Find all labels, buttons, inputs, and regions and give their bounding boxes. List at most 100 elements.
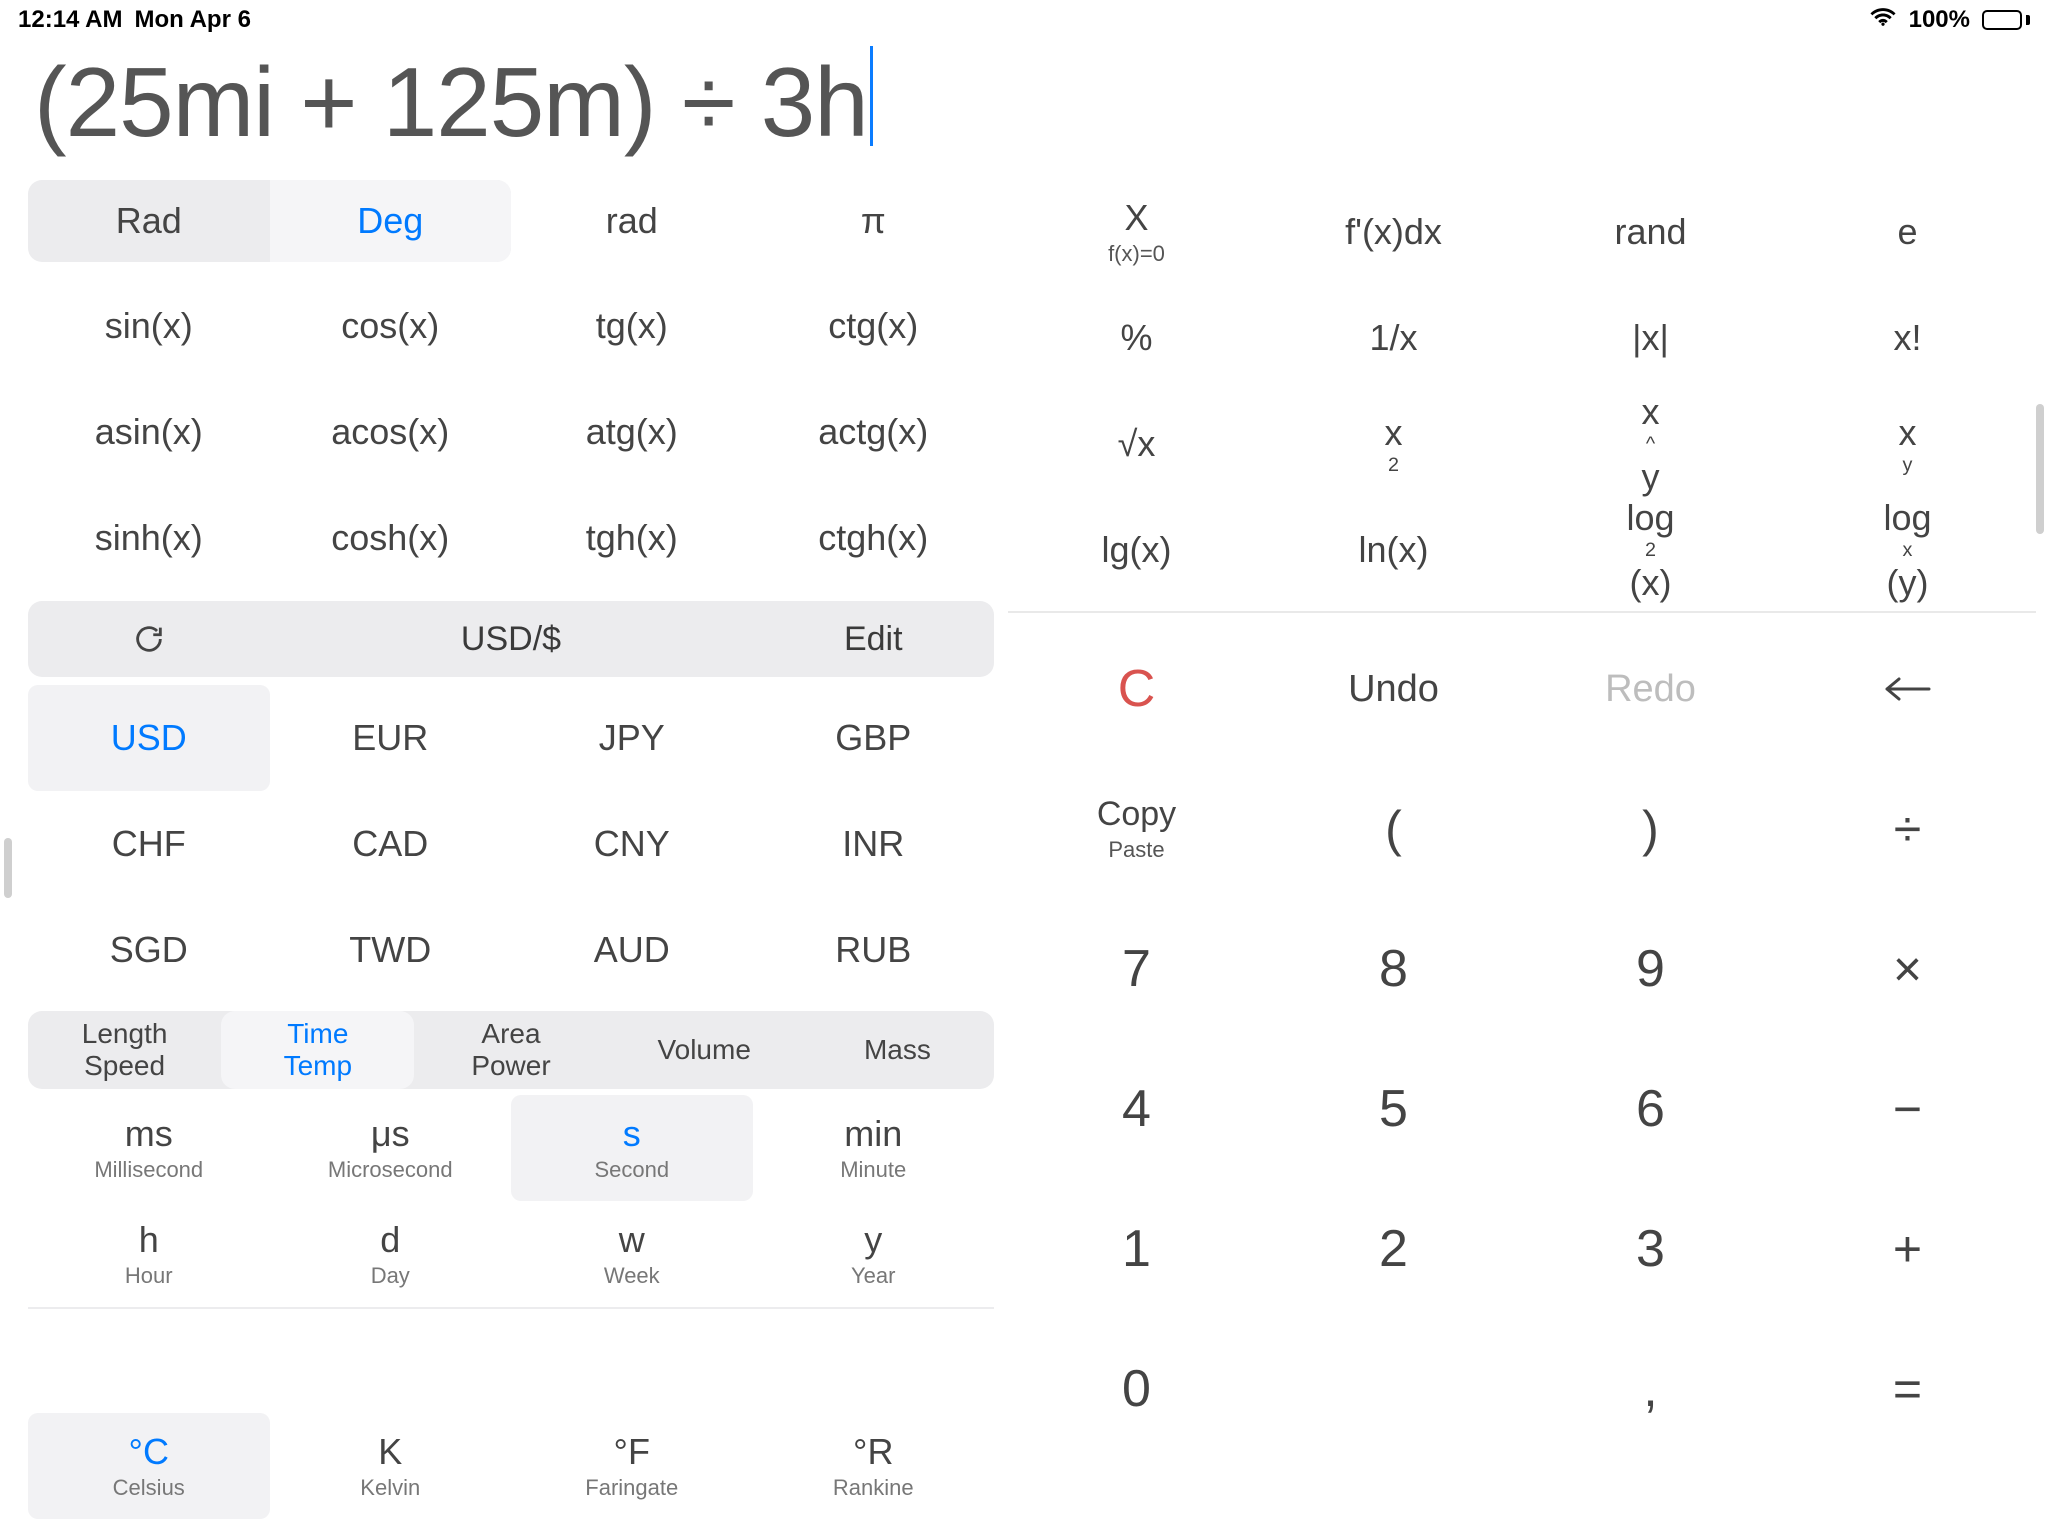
unit-tab-length[interactable]: LengthSpeed: [28, 1011, 221, 1089]
currency-aud[interactable]: AUD: [511, 897, 753, 1003]
minus-button[interactable]: −: [1779, 1039, 2036, 1179]
angle-mode-rad[interactable]: Rad: [28, 180, 270, 262]
text-cursor: [870, 46, 873, 146]
digit-7[interactable]: 7: [1008, 899, 1265, 1039]
unit-hour[interactable]: hHour: [28, 1201, 270, 1307]
x-button[interactable]: xy: [1779, 391, 2036, 497]
unit-week[interactable]: wWeek: [511, 1201, 753, 1307]
digit-2[interactable]: 2: [1265, 1179, 1522, 1319]
lgx-button[interactable]: lg(x): [1008, 497, 1265, 603]
digit-5[interactable]: 5: [1265, 1039, 1522, 1179]
x-button[interactable]: √x: [1008, 391, 1265, 497]
currency-jpy[interactable]: JPY: [511, 685, 753, 791]
acosx-button[interactable]: acos(x): [270, 379, 512, 485]
x-button[interactable]: |x|: [1522, 285, 1779, 391]
unit-tab-volume[interactable]: Volume: [608, 1011, 801, 1089]
e-button[interactable]: e: [1779, 179, 2036, 285]
digit-4[interactable]: 4: [1008, 1039, 1265, 1179]
unit-day[interactable]: dDay: [270, 1201, 512, 1307]
equals-button[interactable]: =: [1779, 1319, 2036, 1459]
expression-area[interactable]: (25mi + 125m) ÷ 3h: [0, 36, 2048, 179]
currency-inr[interactable]: INR: [753, 791, 995, 897]
currency-gbp[interactable]: GBP: [753, 685, 995, 791]
copy-paste-button[interactable]: CopyPaste: [1008, 759, 1265, 899]
redo-button[interactable]: Redo: [1522, 619, 1779, 759]
lnx-button[interactable]: ln(x): [1265, 497, 1522, 603]
x-button[interactable]: Xf(x)=0: [1008, 179, 1265, 285]
actgx-button[interactable]: actg(x): [753, 379, 995, 485]
ctghx-button[interactable]: ctgh(x): [753, 485, 995, 591]
battery-percentage: 100%: [1909, 6, 1970, 34]
currency-rub[interactable]: RUB: [753, 897, 995, 1003]
digit-8[interactable]: 8: [1265, 899, 1522, 1039]
xy-button[interactable]: x^y: [1522, 391, 1779, 497]
multiply-button[interactable]: ×: [1779, 899, 2036, 1039]
tghx-button[interactable]: tgh(x): [511, 485, 753, 591]
ctgx-button[interactable]: ctg(x): [753, 273, 995, 379]
plus-button[interactable]: +: [1779, 1179, 2036, 1319]
blank-cell: [1265, 1319, 1522, 1459]
unit-millisecond[interactable]: msMillisecond: [28, 1095, 270, 1201]
scrollbar-left[interactable]: [4, 838, 12, 898]
currency-grid: USDEURJPYGBP CHFCADCNYINR SGDTWDAUDRUB: [28, 685, 994, 1003]
asinx-button[interactable]: asin(x): [28, 379, 270, 485]
digit-6[interactable]: 6: [1522, 1039, 1779, 1179]
currency-refresh-button[interactable]: [28, 601, 270, 677]
atgx-button[interactable]: atg(x): [511, 379, 753, 485]
decimal-button[interactable]: ,: [1522, 1319, 1779, 1459]
open-paren-button[interactable]: (: [1265, 759, 1522, 899]
logx-button[interactable]: log2(x): [1522, 497, 1779, 603]
unit-minute[interactable]: minMinute: [753, 1095, 995, 1201]
logy-button[interactable]: logx(y): [1779, 497, 2036, 603]
divide-button[interactable]: ÷: [1779, 759, 2036, 899]
scrollbar-right[interactable]: [2036, 404, 2044, 534]
pi-button[interactable]: π: [753, 180, 995, 262]
digit-3[interactable]: 3: [1522, 1179, 1779, 1319]
close-paren-button[interactable]: ): [1522, 759, 1779, 899]
angle-mode-segmented: Rad Deg: [28, 180, 511, 262]
to-rad-button[interactable]: rad: [511, 180, 753, 262]
unit-tab-area[interactable]: AreaPower: [414, 1011, 607, 1089]
x-button[interactable]: x!: [1779, 285, 2036, 391]
expression-text: (25mi + 125m) ÷ 3h: [34, 46, 868, 159]
unit-faringate[interactable]: °FFaringate: [511, 1413, 753, 1519]
unit-kelvin[interactable]: KKelvin: [270, 1413, 512, 1519]
refresh-icon: [132, 622, 166, 656]
tgx-button[interactable]: tg(x): [511, 273, 753, 379]
x-button[interactable]: x2: [1265, 391, 1522, 497]
unit-second[interactable]: sSecond: [511, 1095, 753, 1201]
cosx-button[interactable]: cos(x): [270, 273, 512, 379]
digit-9[interactable]: 9: [1522, 899, 1779, 1039]
clear-button[interactable]: C: [1008, 619, 1265, 759]
currency-usd[interactable]: USD: [28, 685, 270, 791]
unit-celsius[interactable]: °CCelsius: [28, 1413, 270, 1519]
currency-twd[interactable]: TWD: [270, 897, 512, 1003]
sinx-button[interactable]: sin(x): [28, 273, 270, 379]
-button[interactable]: %: [1008, 285, 1265, 391]
fxdx-button[interactable]: f'(x)dx: [1265, 179, 1522, 285]
rand-button[interactable]: rand: [1522, 179, 1779, 285]
unit-tab-time[interactable]: TimeTemp: [221, 1011, 414, 1089]
coshx-button[interactable]: cosh(x): [270, 485, 512, 591]
currency-edit-button[interactable]: Edit: [753, 601, 995, 677]
digit-1[interactable]: 1: [1008, 1179, 1265, 1319]
currency-cny[interactable]: CNY: [511, 791, 753, 897]
unit-rankine[interactable]: °RRankine: [753, 1413, 995, 1519]
currency-chf[interactable]: CHF: [28, 791, 270, 897]
backspace-icon: [1885, 675, 1931, 703]
unit-microsecond[interactable]: μsMicrosecond: [270, 1095, 512, 1201]
digit-0[interactable]: 0: [1008, 1319, 1265, 1459]
unit-year[interactable]: yYear: [753, 1201, 995, 1307]
currency-base-label[interactable]: USD/$: [270, 601, 753, 677]
sinhx-button[interactable]: sinh(x): [28, 485, 270, 591]
undo-button[interactable]: Undo: [1265, 619, 1522, 759]
unit-category-tabs: LengthSpeedTimeTempAreaPowerVolumeMass: [28, 1011, 994, 1089]
1x-button[interactable]: 1/x: [1265, 285, 1522, 391]
angle-mode-deg[interactable]: Deg: [270, 180, 512, 262]
currency-cad[interactable]: CAD: [270, 791, 512, 897]
unit-tab-mass[interactable]: Mass: [801, 1011, 994, 1089]
backspace-button[interactable]: [1779, 619, 2036, 759]
currency-eur[interactable]: EUR: [270, 685, 512, 791]
currency-toolbar: USD/$ Edit: [28, 601, 994, 677]
currency-sgd[interactable]: SGD: [28, 897, 270, 1003]
